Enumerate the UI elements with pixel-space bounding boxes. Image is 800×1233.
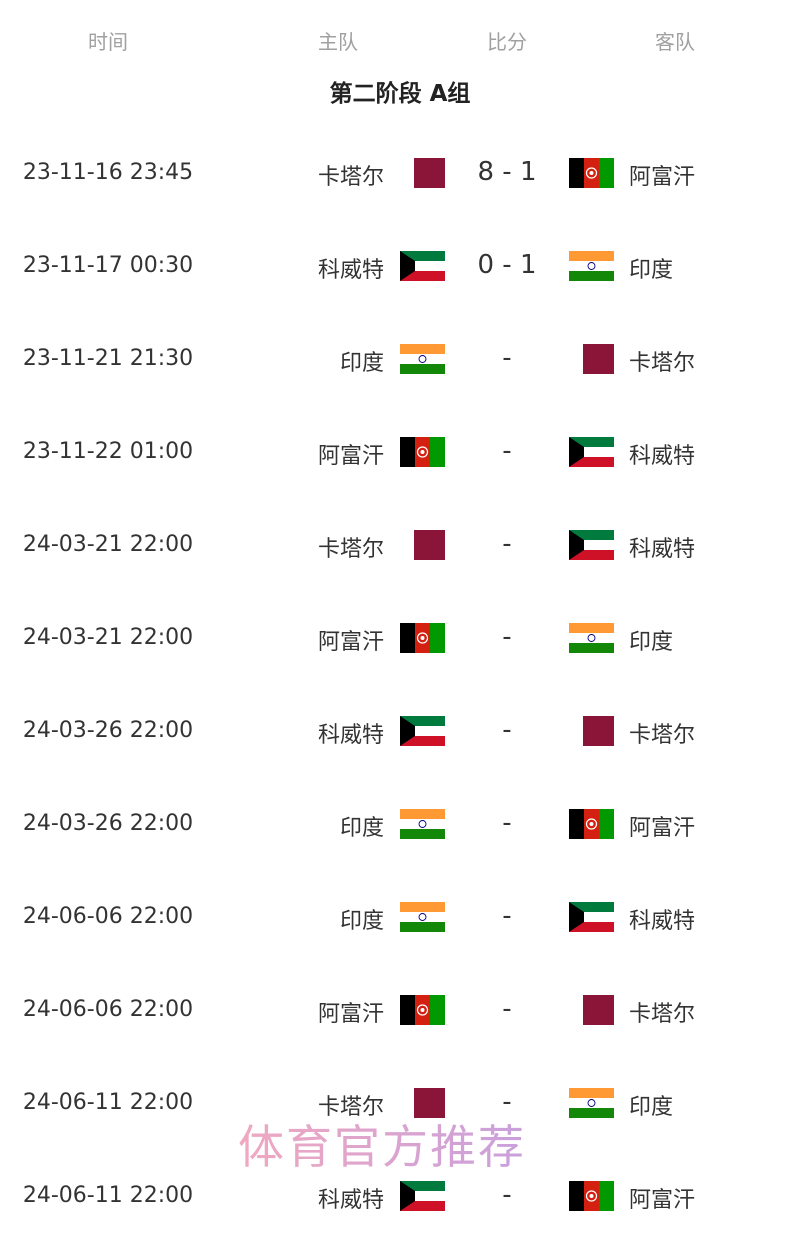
header-away: 客队 xyxy=(655,30,695,54)
home-team: 卡塔尔 xyxy=(317,1095,384,1120)
match-time: 23-11-17 00:30 xyxy=(22,253,194,278)
qatar-flag-icon xyxy=(400,1088,445,1118)
match-score: 8 - 1 xyxy=(477,157,537,187)
home-team: 印度 xyxy=(339,816,384,841)
afghanistan-flag-icon xyxy=(569,809,614,839)
match-time: 24-06-11 22:00 xyxy=(22,1090,194,1115)
match-time: 23-11-22 01:00 xyxy=(22,439,194,464)
match-time: 24-06-06 22:00 xyxy=(22,904,194,929)
india-flag-icon xyxy=(400,809,445,839)
home-team: 科威特 xyxy=(317,258,384,283)
match-time: 24-06-11 22:00 xyxy=(22,1183,194,1208)
match-time: 24-03-26 22:00 xyxy=(22,811,194,836)
match-time: 24-03-21 22:00 xyxy=(22,625,194,650)
away-team: 科威特 xyxy=(629,537,696,562)
away-team: 印度 xyxy=(629,1095,674,1120)
india-flag-icon xyxy=(569,1088,614,1118)
match-score: - xyxy=(502,994,512,1024)
kuwait-flag-icon xyxy=(400,716,445,746)
match-score: - xyxy=(502,1180,512,1210)
match-row[interactable]: 23-11-17 00:30 科威特 0 - 1 印度 xyxy=(0,236,800,296)
away-team: 阿富汗 xyxy=(629,1188,696,1213)
home-team: 印度 xyxy=(339,351,384,376)
match-score: - xyxy=(502,901,512,931)
home-team: 阿富汗 xyxy=(317,444,384,469)
home-team: 阿富汗 xyxy=(317,1002,384,1027)
qatar-flag-icon xyxy=(400,530,445,560)
match-row[interactable]: 24-03-26 22:00 印度 - 阿富汗 xyxy=(0,794,800,854)
match-score: - xyxy=(502,808,512,838)
away-team: 阿富汗 xyxy=(629,816,696,841)
match-score: - xyxy=(502,343,512,373)
india-flag-icon xyxy=(569,251,614,281)
kuwait-flag-icon xyxy=(569,530,614,560)
header-home: 主队 xyxy=(318,30,358,54)
header-score: 比分 xyxy=(487,30,527,54)
home-team: 印度 xyxy=(339,909,384,934)
match-row[interactable]: 24-03-26 22:00 科威特 - 卡塔尔 xyxy=(0,701,800,761)
away-team: 卡塔尔 xyxy=(629,1002,696,1027)
away-team: 阿富汗 xyxy=(629,165,696,190)
home-team: 阿富汗 xyxy=(317,630,384,655)
india-flag-icon xyxy=(400,902,445,932)
match-score: - xyxy=(502,715,512,745)
kuwait-flag-icon xyxy=(569,902,614,932)
match-score: - xyxy=(502,529,512,559)
header-time: 时间 xyxy=(88,30,128,54)
afghanistan-flag-icon xyxy=(400,437,445,467)
match-score: 0 - 1 xyxy=(477,250,537,280)
match-time: 23-11-21 21:30 xyxy=(22,346,194,371)
match-time: 24-03-26 22:00 xyxy=(22,718,194,743)
india-flag-icon xyxy=(400,344,445,374)
away-team: 科威特 xyxy=(629,909,696,934)
match-row[interactable]: 23-11-22 01:00 阿富汗 - 科威特 xyxy=(0,422,800,482)
qatar-flag-icon xyxy=(569,995,614,1025)
india-flag-icon xyxy=(569,623,614,653)
home-team: 卡塔尔 xyxy=(317,165,384,190)
afghanistan-flag-icon xyxy=(400,623,445,653)
away-team: 印度 xyxy=(629,258,674,283)
match-row[interactable]: 23-11-21 21:30 印度 - 卡塔尔 xyxy=(0,329,800,389)
qatar-flag-icon xyxy=(569,344,614,374)
away-team: 印度 xyxy=(629,630,674,655)
afghanistan-flag-icon xyxy=(569,158,614,188)
match-score: - xyxy=(502,1087,512,1117)
home-team: 卡塔尔 xyxy=(317,537,384,562)
away-team: 卡塔尔 xyxy=(629,351,696,376)
match-row[interactable]: 24-03-21 22:00 卡塔尔 - 科威特 xyxy=(0,515,800,575)
match-row[interactable]: 23-11-16 23:45 卡塔尔 8 - 1 阿富汗 xyxy=(0,143,800,203)
match-time: 24-06-06 22:00 xyxy=(22,997,194,1022)
away-team: 科威特 xyxy=(629,444,696,469)
home-team: 科威特 xyxy=(317,723,384,748)
group-title: 第二阶段 A组 xyxy=(329,81,471,107)
home-team: 科威特 xyxy=(317,1188,384,1213)
match-row[interactable]: 24-06-11 22:00 卡塔尔 - 印度 xyxy=(0,1073,800,1133)
kuwait-flag-icon xyxy=(400,1181,445,1211)
match-score: - xyxy=(502,436,512,466)
qatar-flag-icon xyxy=(569,716,614,746)
away-team: 卡塔尔 xyxy=(629,723,696,748)
match-row[interactable]: 24-03-21 22:00 阿富汗 - 印度 xyxy=(0,608,800,668)
kuwait-flag-icon xyxy=(400,251,445,281)
match-row[interactable]: 24-06-06 22:00 阿富汗 - 卡塔尔 xyxy=(0,980,800,1040)
afghanistan-flag-icon xyxy=(569,1181,614,1211)
match-time: 24-03-21 22:00 xyxy=(22,532,194,557)
kuwait-flag-icon xyxy=(569,437,614,467)
match-time: 23-11-16 23:45 xyxy=(22,160,194,185)
qatar-flag-icon xyxy=(400,158,445,188)
afghanistan-flag-icon xyxy=(400,995,445,1025)
match-row[interactable]: 24-06-06 22:00 印度 - 科威特 xyxy=(0,887,800,947)
match-score: - xyxy=(502,622,512,652)
match-row[interactable]: 24-06-11 22:00 科威特 - 阿富汗 xyxy=(0,1166,800,1226)
